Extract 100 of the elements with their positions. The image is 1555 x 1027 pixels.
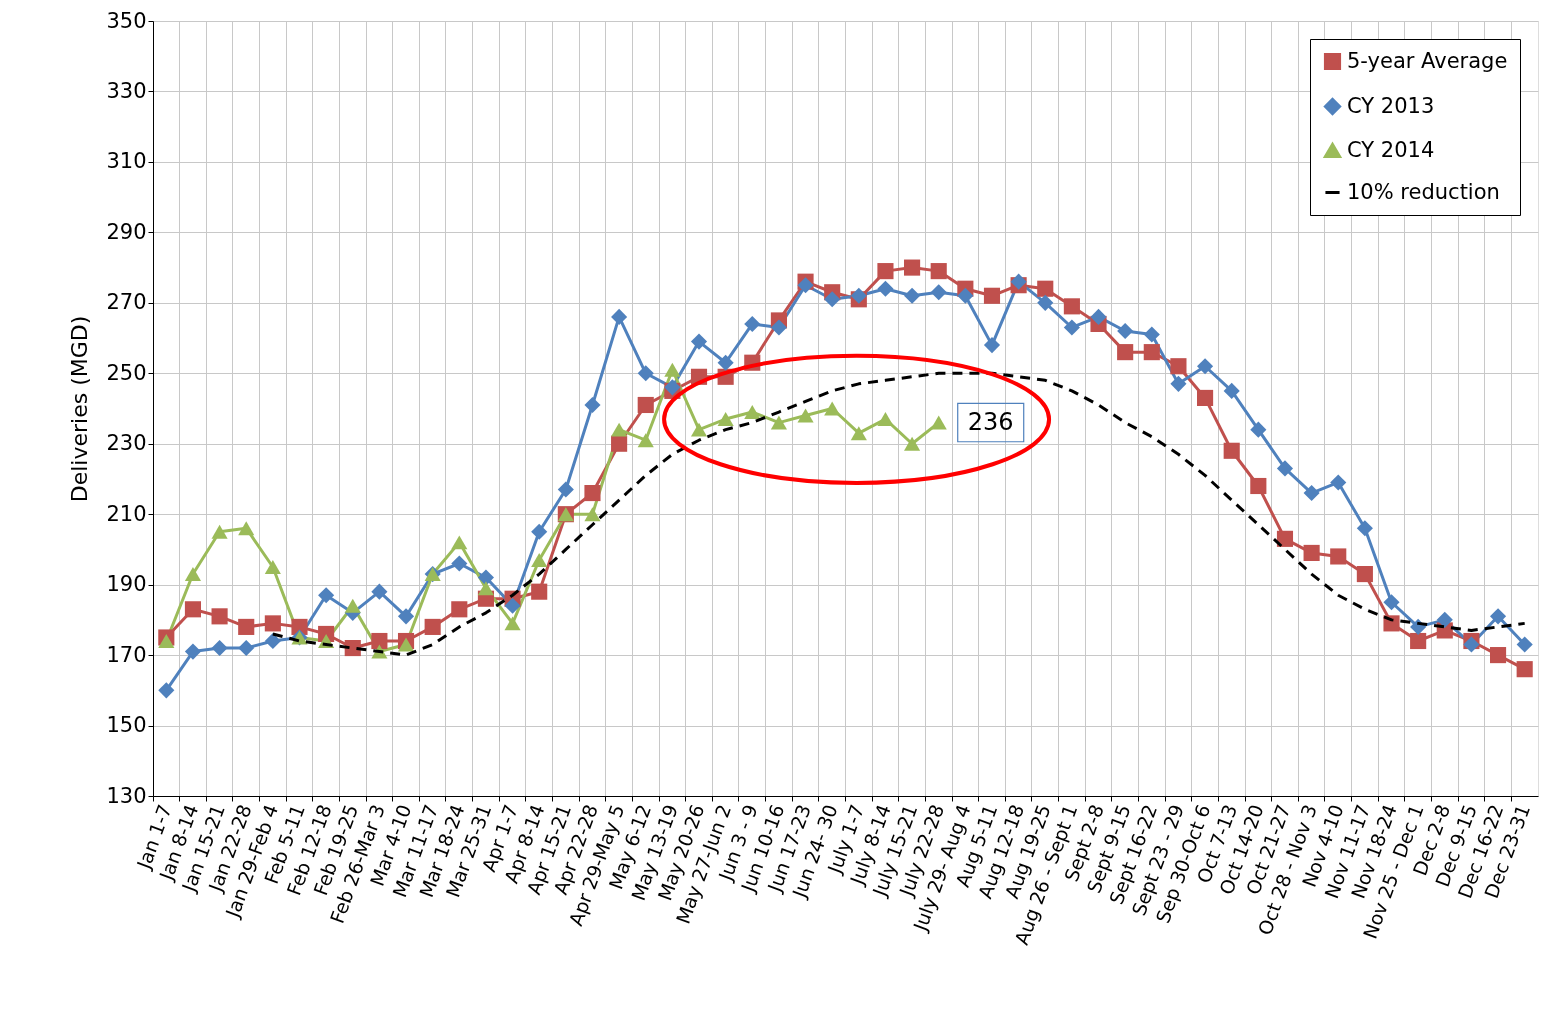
point — [211, 639, 228, 657]
point — [531, 553, 548, 567]
point — [184, 601, 202, 618]
y-axis-title: Deliveries (MGD) — [67, 315, 93, 503]
point — [1330, 548, 1347, 565]
point — [238, 618, 255, 635]
point — [1223, 442, 1240, 459]
point — [1250, 477, 1267, 495]
point — [717, 354, 734, 371]
point — [1303, 544, 1320, 561]
point — [637, 433, 654, 448]
point — [744, 315, 761, 333]
point — [238, 639, 255, 657]
point — [637, 396, 654, 414]
legend-label: CY 2014 — [1347, 137, 1435, 162]
point — [1170, 358, 1187, 375]
point — [824, 291, 841, 308]
point — [1223, 382, 1240, 399]
point — [158, 682, 175, 699]
point — [477, 569, 494, 586]
point — [664, 362, 681, 377]
point — [611, 435, 628, 452]
point — [504, 616, 521, 631]
point — [211, 524, 228, 539]
point — [584, 396, 601, 414]
point — [637, 365, 654, 382]
point — [344, 598, 361, 613]
point — [397, 637, 415, 652]
point — [983, 287, 1001, 304]
y-tick-label: 330 — [106, 78, 147, 103]
point — [1356, 520, 1373, 537]
point — [451, 601, 468, 618]
point — [158, 634, 175, 648]
point — [797, 277, 814, 294]
point — [1436, 611, 1453, 628]
point — [1090, 308, 1107, 325]
legend-label: CY 2013 — [1347, 93, 1435, 118]
point — [264, 632, 281, 650]
point — [690, 333, 708, 350]
point — [1516, 636, 1533, 653]
point — [264, 615, 281, 632]
point — [1143, 344, 1160, 361]
y-tick-label: 170 — [106, 642, 147, 667]
point — [717, 412, 734, 427]
point — [531, 583, 548, 600]
point — [264, 560, 281, 574]
point — [584, 507, 601, 522]
y-tick-label: 190 — [106, 572, 147, 597]
legend-label: 5-year Average — [1347, 48, 1508, 73]
point — [1010, 273, 1027, 290]
legend-label: 10% reduction — [1347, 179, 1500, 204]
y-tick-label: 270 — [106, 290, 147, 315]
y-tick-label: 250 — [106, 360, 147, 385]
point — [1037, 280, 1054, 297]
point — [1356, 566, 1373, 583]
y-tick-label: 130 — [106, 783, 147, 808]
point — [1037, 294, 1054, 311]
point — [557, 481, 574, 498]
point — [1117, 322, 1134, 340]
point — [1197, 389, 1214, 406]
point — [451, 555, 468, 572]
point — [770, 319, 787, 336]
point — [1489, 647, 1507, 664]
point — [983, 337, 1001, 354]
point — [1197, 358, 1214, 375]
point — [1063, 298, 1080, 315]
point — [690, 422, 708, 437]
point — [904, 287, 921, 304]
point — [877, 263, 894, 280]
point — [1250, 421, 1267, 438]
point — [451, 535, 468, 550]
point — [318, 587, 335, 604]
y-tick-label: 210 — [106, 501, 147, 526]
point — [957, 287, 974, 304]
point — [1516, 661, 1533, 678]
point — [611, 422, 628, 437]
y-tick-label: 310 — [106, 149, 147, 174]
point — [1330, 474, 1347, 491]
point — [211, 608, 228, 625]
point — [1489, 608, 1507, 625]
point — [1276, 530, 1294, 547]
point — [504, 597, 521, 614]
point — [1303, 484, 1320, 502]
point — [531, 523, 548, 540]
point — [877, 412, 894, 427]
point — [1170, 375, 1187, 392]
point — [744, 405, 761, 419]
point — [1063, 319, 1080, 336]
point — [930, 284, 947, 301]
point — [904, 259, 921, 276]
point — [584, 484, 601, 502]
point — [797, 408, 814, 423]
point — [877, 280, 894, 297]
point — [850, 426, 867, 441]
y-tick-label: 150 — [106, 713, 147, 738]
point — [397, 608, 415, 625]
point — [770, 415, 787, 430]
y-tick-label: 230 — [106, 431, 147, 456]
point — [930, 263, 947, 280]
point — [184, 643, 202, 660]
